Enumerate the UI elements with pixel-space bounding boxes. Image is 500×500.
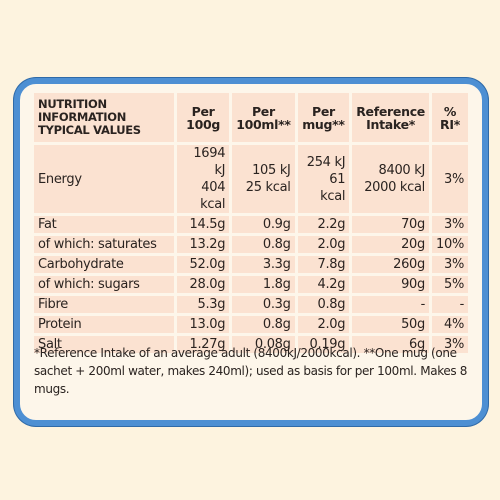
- value-cell: 105 kJ 25 kcal: [232, 145, 295, 213]
- value-cell: 52.0g: [177, 256, 230, 273]
- value-cell: 1694 kJ 404 kcal: [177, 145, 230, 213]
- value-cell: -: [352, 296, 429, 313]
- nutrition-table: NUTRITION INFORMATION TYPICAL VALUES Per 100…: [31, 90, 471, 356]
- header-cell: Per 100g: [177, 93, 230, 142]
- value-cell: 13.0g: [177, 316, 230, 333]
- nutrient-label: Energy: [34, 145, 174, 213]
- value-cell: 8400 kJ 2000 kcal: [352, 145, 429, 213]
- cell-line: Intake*: [366, 116, 416, 132]
- value-cell: 13.2g: [177, 236, 230, 253]
- value-cell: 3%: [431, 336, 468, 353]
- value-cell: 0.3g: [232, 296, 295, 313]
- value-cell: 0.8g: [232, 316, 295, 333]
- header-cell: Per 100ml**: [232, 93, 295, 142]
- cell-line: %: [443, 103, 457, 119]
- cell-line: 105 kJ: [252, 163, 291, 178]
- value-cell: 0.8g: [297, 296, 350, 313]
- value-cell: 6g: [352, 336, 429, 353]
- footnote: *Reference Intake of an average adult (8…: [34, 346, 468, 396]
- value-cell: 70g: [352, 216, 429, 233]
- value-cell: 1.27g: [177, 336, 230, 353]
- value-cell: 90g: [352, 276, 429, 293]
- cell-line: Per: [311, 103, 335, 119]
- value-cell: 4.2g: [297, 276, 350, 293]
- value-cell: 4%: [431, 316, 468, 333]
- value-cell: 7.8g: [297, 256, 350, 273]
- cell-line: RI*: [440, 116, 460, 132]
- value-cell: 3%: [431, 256, 468, 273]
- value-cell: 2.2g: [297, 216, 350, 233]
- header-cell: Reference Intake*: [352, 93, 429, 142]
- cell-line: NUTRITION: [38, 97, 107, 111]
- value-cell: 3%: [431, 145, 468, 213]
- nutrient-label: Fibre: [34, 296, 174, 313]
- cell-line: 254 kJ: [306, 154, 346, 170]
- value-cell: 1.8g: [232, 276, 295, 293]
- nutrient-row: Protein 13.0g 0.8g 2.0g 50g 4%: [34, 316, 468, 333]
- cell-line: Per: [191, 103, 215, 119]
- cell-line: Reference: [356, 103, 425, 119]
- value-cell: 0.8g: [232, 236, 295, 253]
- nutrient-label: of which: saturates: [34, 236, 174, 253]
- nutrient-label: Protein: [34, 316, 174, 333]
- cell-line: 2000 kcal: [364, 180, 425, 195]
- nutrition-panel: NUTRITION INFORMATION TYPICAL VALUES Per 100…: [14, 78, 488, 426]
- header-cell: Per mug**: [297, 93, 350, 142]
- cell-line: Per: [251, 103, 275, 119]
- cell-line: 100ml**: [236, 116, 291, 132]
- value-cell: 0.08g: [232, 336, 295, 353]
- value-cell: 20g: [352, 236, 429, 253]
- value-cell: 5%: [431, 276, 468, 293]
- cell-line: 8400 kJ: [378, 163, 426, 178]
- cell-line: 25 kcal: [245, 180, 291, 195]
- nutrient-label: Salt: [34, 336, 174, 353]
- cell-line: TYPICAL VALUES: [38, 123, 141, 137]
- header-cell: NUTRITION INFORMATION TYPICAL VALUES: [34, 93, 174, 142]
- value-cell: 14.5g: [177, 216, 230, 233]
- nutrient-label: of which: sugars: [34, 276, 174, 293]
- header-row: NUTRITION INFORMATION TYPICAL VALUES Per 100…: [34, 93, 468, 142]
- value-cell: 0.19g: [297, 336, 350, 353]
- nutrient-row: Fat 14.5g 0.9g 2.2g 70g 3%: [34, 216, 468, 233]
- nutrient-row: Carbohydrate 52.0g 3.3g 7.8g 260g 3%: [34, 256, 468, 273]
- value-cell: 2.0g: [297, 316, 350, 333]
- value-cell: 254 kJ 61 kcal: [297, 145, 350, 213]
- value-cell: 0.9g: [232, 216, 295, 233]
- cell-line: 1694 kJ: [193, 146, 226, 178]
- nutrient-row: Fibre 5.3g 0.3g 0.8g - -: [34, 296, 468, 313]
- value-cell: 2.0g: [297, 236, 350, 253]
- value-cell: 10%: [431, 236, 468, 253]
- value-cell: 3%: [431, 216, 468, 233]
- nutrient-label: Fat: [34, 216, 174, 233]
- value-cell: 28.0g: [177, 276, 230, 293]
- value-cell: 50g: [352, 316, 429, 333]
- nutrient-row: of which: sugars 28.0g 1.8g 4.2g 90g 5%: [34, 276, 468, 293]
- nutrient-row: of which: saturates 13.2g 0.8g 2.0g 20g 10%: [34, 236, 468, 253]
- cell-line: mug**: [302, 116, 345, 132]
- value-cell: 260g: [352, 256, 429, 273]
- cell-line: INFORMATION: [38, 110, 127, 124]
- cell-line: 61 kcal: [320, 171, 346, 204]
- cell-line: 404 kcal: [200, 180, 226, 212]
- value-cell: 5.3g: [177, 296, 230, 313]
- cell-line: 100g: [186, 116, 221, 132]
- nutrient-row: Salt 1.27g 0.08g 0.19g 6g 3%: [34, 336, 468, 353]
- value-cell: 3.3g: [232, 256, 295, 273]
- nutrient-row: Energy 1694 kJ 404 kcal 105 kJ 25 kcal 254 kJ…: [34, 145, 468, 213]
- nutrient-label: Carbohydrate: [34, 256, 174, 273]
- value-cell: -: [431, 296, 468, 313]
- header-cell: % RI*: [431, 93, 468, 142]
